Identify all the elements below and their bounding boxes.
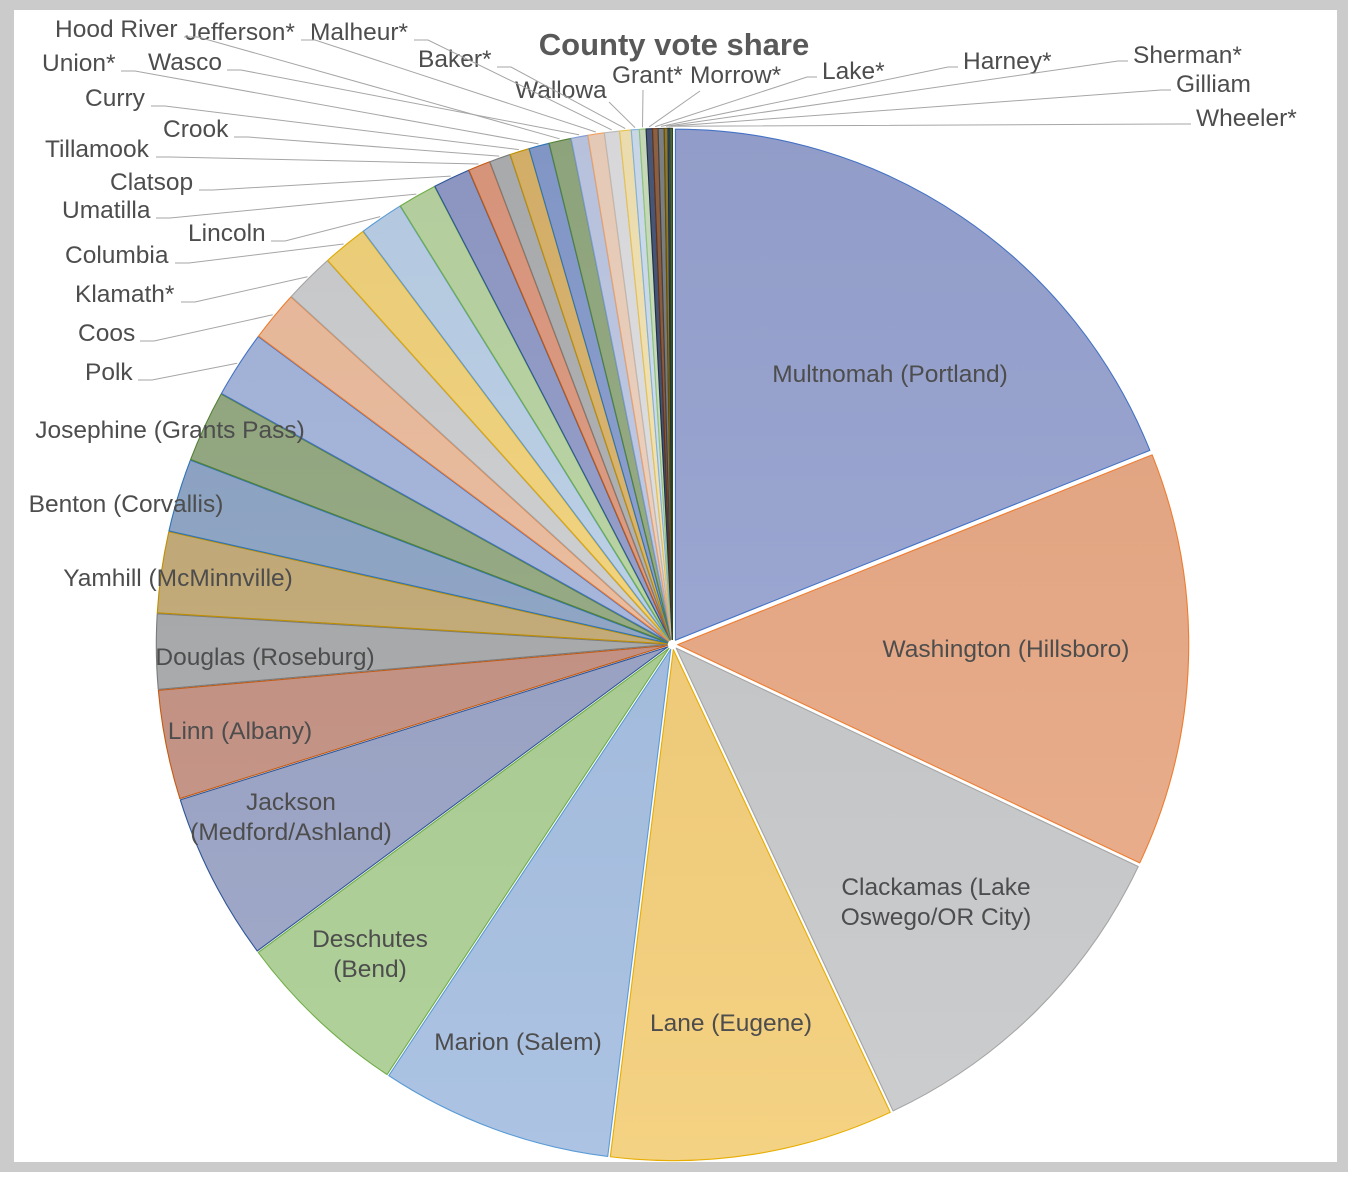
svg-text:Wallowa: Wallowa [515,77,607,104]
svg-text:Multnomah (Portland): Multnomah (Portland) [772,361,1008,388]
svg-text:Klamath*: Klamath* [75,281,175,308]
svg-text:Columbia: Columbia [65,242,169,269]
svg-text:(Bend): (Bend) [333,956,407,983]
svg-text:Morrow*: Morrow* [690,62,782,89]
svg-text:Wasco: Wasco [148,49,222,76]
svg-text:Marion (Salem): Marion (Salem) [434,1029,601,1056]
svg-text:Sherman*: Sherman* [1133,42,1242,69]
svg-text:Curry: Curry [85,85,146,112]
svg-text:Union*: Union* [42,50,116,77]
svg-text:Lincoln: Lincoln [188,220,266,247]
svg-text:Douglas (Roseburg): Douglas (Roseburg) [155,644,374,671]
svg-text:Oswego/OR City): Oswego/OR City) [841,904,1032,931]
svg-text:Josephine (Grants Pass): Josephine (Grants Pass) [35,417,305,444]
svg-text:Clatsop: Clatsop [110,169,193,196]
svg-text:Jackson: Jackson [246,789,336,816]
svg-text:Hood River: Hood River [55,16,178,43]
svg-text:Benton (Corvallis): Benton (Corvallis) [29,491,224,518]
svg-text:Yamhill (McMinnville): Yamhill (McMinnville) [63,565,293,592]
svg-text:(Medford/Ashland): (Medford/Ashland) [190,819,392,846]
svg-text:Malheur*: Malheur* [310,19,409,46]
svg-text:Polk: Polk [85,359,133,386]
svg-text:Umatilla: Umatilla [62,197,151,224]
svg-text:Jefferson*: Jefferson* [185,19,295,46]
svg-text:Tillamook: Tillamook [45,136,150,163]
svg-text:Lake*: Lake* [822,58,885,85]
svg-text:Coos: Coos [78,320,135,347]
svg-text:Deschutes: Deschutes [312,926,428,953]
svg-text:Harney*: Harney* [963,48,1052,75]
svg-text:Grant*: Grant* [612,62,683,89]
svg-text:Linn (Albany): Linn (Albany) [168,718,312,745]
svg-text:Wheeler*: Wheeler* [1196,105,1297,132]
svg-text:Washington (Hillsboro): Washington (Hillsboro) [883,636,1130,663]
svg-text:Clackamas (Lake: Clackamas (Lake [841,874,1030,901]
svg-text:Gilliam: Gilliam [1176,71,1251,98]
svg-text:Lane (Eugene): Lane (Eugene) [650,1010,812,1037]
svg-text:Baker*: Baker* [418,46,492,73]
svg-text:County vote share: County vote share [539,27,809,62]
svg-text:Crook: Crook [163,116,229,143]
